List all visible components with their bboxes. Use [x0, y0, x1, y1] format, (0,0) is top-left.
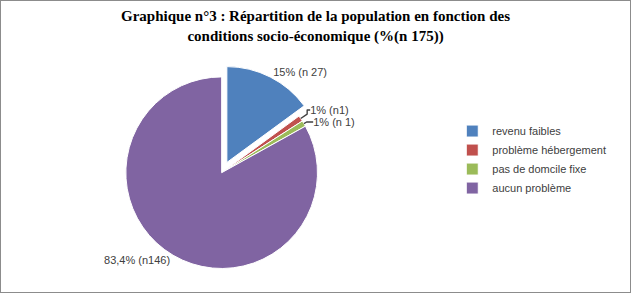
svg-text:1% (n 1): 1% (n 1) [313, 116, 355, 128]
svg-text:revenu faibles: revenu faibles [492, 125, 561, 137]
svg-text:Graphique n°3 : Répartition de: Graphique n°3 : Répartition de la popula… [121, 8, 510, 45]
svg-text:15% (n 27): 15% (n 27) [273, 66, 327, 78]
svg-text:pas de domcile fixe: pas de domcile fixe [492, 163, 586, 175]
svg-text:problème hébergement: problème hébergement [492, 144, 606, 156]
svg-text:1% (n1): 1% (n1) [310, 104, 349, 116]
svg-text:aucun problème: aucun problème [492, 182, 571, 194]
svg-text:83,4% (n146): 83,4% (n146) [104, 254, 170, 266]
